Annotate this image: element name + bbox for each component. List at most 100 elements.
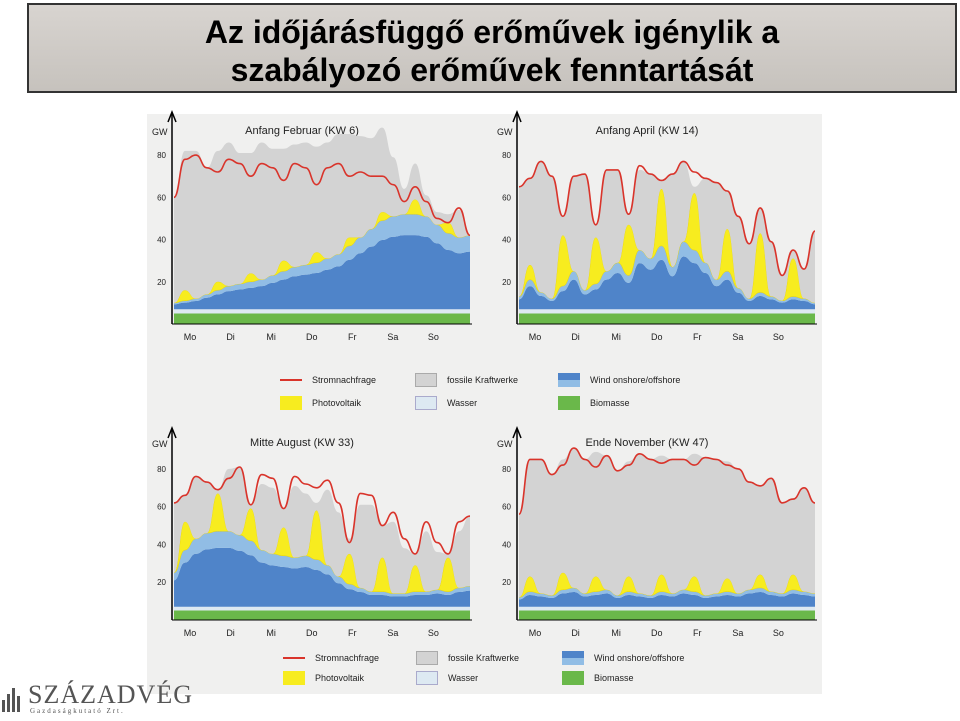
y-axis-arrow-icon <box>512 109 522 123</box>
x-tick-label: Di <box>571 628 580 638</box>
y-tick-label: 80 <box>502 151 511 160</box>
y-tick-label: 80 <box>157 151 166 160</box>
legend-swatch-wind <box>558 373 580 387</box>
series-biomasse <box>174 313 470 324</box>
x-tick-label: Fr <box>693 628 702 638</box>
x-tick-label: Sa <box>387 332 398 342</box>
x-tick-label: So <box>773 628 784 638</box>
x-tick-label: Mi <box>611 628 621 638</box>
x-tick-label: Fr <box>348 628 357 638</box>
y-tick-label: 40 <box>502 236 511 245</box>
title-line-1: Az időjárásfüggő erőművek igénylik a <box>204 14 780 50</box>
y-tick-label: 20 <box>502 578 511 587</box>
legend-item-fossil: fossile Kraftwerke <box>415 372 518 388</box>
legend-item-biomass: Biomasse <box>562 670 634 686</box>
y-axis-label: GW <box>497 127 513 137</box>
area-wasser <box>174 309 470 314</box>
y-axis-arrow-icon <box>167 109 177 123</box>
y-tick-label: 80 <box>157 465 166 474</box>
wind-dark-area <box>519 256 815 310</box>
legend-top: Stromnachfrage fossile Kraftwerke Wind o… <box>280 370 780 420</box>
chart-november: Ende November (KW 47) GW 20 40 60 80 Mo Di Mi Do F… <box>497 425 817 638</box>
series-wasser <box>519 606 815 611</box>
x-tick-label: Di <box>571 332 580 342</box>
area-biomasse <box>519 610 815 620</box>
legend-label-biomass: Biomasse <box>590 398 630 408</box>
logo-subtitle: Gazdaságkutató Zrt. <box>30 707 125 715</box>
legend-swatch-solar <box>283 671 305 685</box>
demand-line <box>173 154 471 237</box>
legend-label-water: Wasser <box>448 673 479 683</box>
area-wasser <box>174 606 470 611</box>
legend-item-water: Wasser <box>415 395 477 411</box>
x-tick-label: So <box>773 332 784 342</box>
x-tick-label: So <box>428 628 439 638</box>
chart-title: Ende November (KW 47) <box>586 437 709 449</box>
legend-swatch-water <box>416 671 438 685</box>
legend-item-wind: Wind onshore/offshore <box>558 372 680 388</box>
legend-swatch-fossil <box>416 651 438 665</box>
legend-label-demand: Stromnachfrage <box>315 653 380 663</box>
area-fossile-kraftwerke <box>174 127 470 303</box>
area-wasser <box>519 606 815 611</box>
x-tick-label: Sa <box>387 628 398 638</box>
series-fossile-kraftwerke <box>174 127 470 303</box>
chart-title: Mitte August (KW 33) <box>250 437 354 449</box>
x-tick-label: Fr <box>693 332 702 342</box>
legend-swatch-solar <box>280 396 302 410</box>
series-wasser <box>174 606 470 611</box>
x-tick-label: Mi <box>611 332 621 342</box>
x-tick-label: So <box>428 332 439 342</box>
legend-label-demand: Stromnachfrage <box>312 375 377 385</box>
wind-dark-area <box>174 547 470 607</box>
legend-swatch-biomass <box>562 671 584 685</box>
legend-item-solar: Photovoltaik <box>283 670 364 686</box>
chart-title: Anfang Februar (KW 6) <box>245 125 359 137</box>
x-tick-label: Do <box>306 332 318 342</box>
legend-item-demand: Stromnachfrage <box>280 372 376 388</box>
y-tick-label: 20 <box>157 278 166 287</box>
y-tick-label: 40 <box>502 540 511 549</box>
y-tick-label: 40 <box>157 236 166 245</box>
legend-label-solar: Photovoltaik <box>315 673 365 683</box>
legend-label-fossil: fossile Kraftwerke <box>448 653 520 663</box>
legend-label-fossil: fossile Kraftwerke <box>447 375 519 385</box>
y-tick-label: 80 <box>502 465 511 474</box>
y-axis-label: GW <box>497 439 513 449</box>
wind-light-area <box>174 531 470 597</box>
logo-bars-icon <box>2 688 20 712</box>
x-tick-label: Fr <box>348 332 357 342</box>
legend-swatch-water <box>415 396 437 410</box>
demand-line <box>518 447 816 516</box>
y-tick-label: 60 <box>157 193 166 202</box>
x-tick-label: Mo <box>529 332 542 342</box>
legend-label-wind: Wind onshore/offshore <box>594 653 685 663</box>
legend-item-water: Wasser <box>416 670 478 686</box>
demand-line <box>518 160 816 277</box>
legend-swatch-biomass <box>558 396 580 410</box>
series-wasser <box>519 309 815 314</box>
y-tick-label: 20 <box>157 578 166 587</box>
chart-title: Anfang April (KW 14) <box>596 125 699 137</box>
y-axis-arrow-icon <box>167 425 177 439</box>
company-logo: SZÁZADVÉG Gazdaságkutató Zrt. <box>0 676 192 721</box>
y-axis-label: GW <box>152 127 168 137</box>
x-tick-label: Mo <box>529 628 542 638</box>
y-tick-label: 40 <box>157 540 166 549</box>
y-tick-label: 60 <box>157 503 166 512</box>
area-fossile-kraftwerke <box>519 161 815 303</box>
y-axis-arrow-icon <box>512 425 522 439</box>
legend-item-demand: Stromnachfrage <box>283 650 379 666</box>
legend-swatch-wind <box>562 651 584 665</box>
legend-item-wind: Wind onshore/offshore <box>562 650 684 666</box>
wind-light-area <box>519 587 815 600</box>
legend-swatch-demand <box>283 657 305 659</box>
logo-name: SZÁZADVÉG <box>28 680 193 709</box>
legend-bottom: Stromnachfrage fossile Kraftwerke Wind o… <box>283 648 783 692</box>
series-fossile-kraftwerke <box>519 161 815 303</box>
y-axis-label: GW <box>152 439 168 449</box>
series-wind-onshore-offshore <box>174 531 470 607</box>
area-wasser <box>519 309 815 314</box>
series-biomasse <box>519 610 815 620</box>
area-biomasse <box>174 610 470 620</box>
